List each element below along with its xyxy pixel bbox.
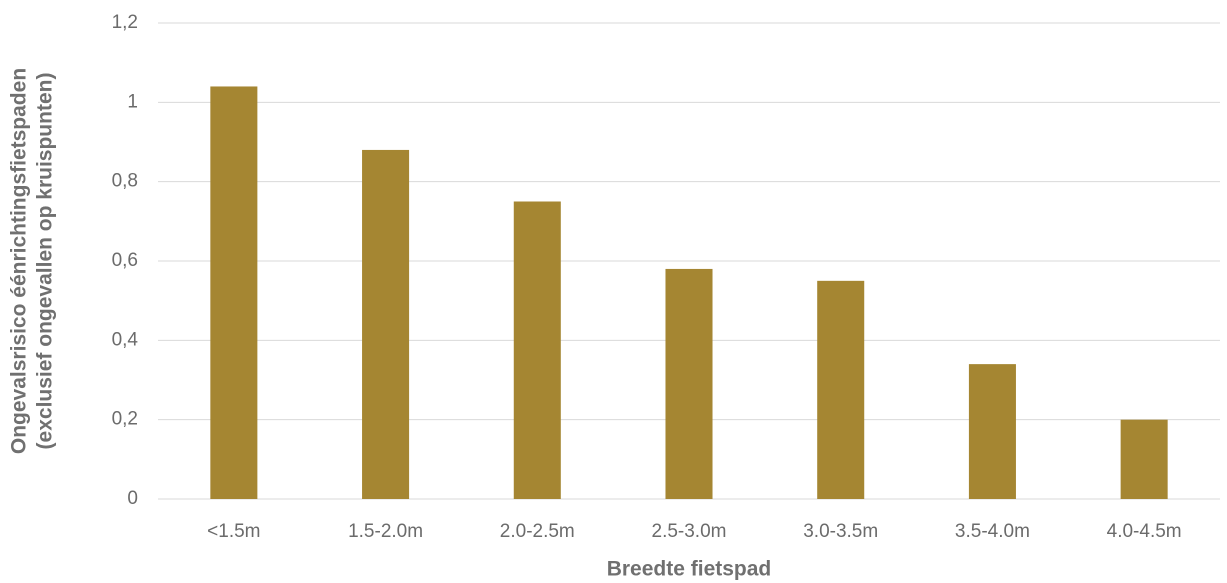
x-tick-label: 2.0-2.5m	[500, 521, 575, 542]
x-axis-title: Breedte fietspad	[607, 558, 772, 581]
y-tick-label: 1	[127, 91, 138, 112]
bar	[968, 364, 1016, 499]
x-tick-label: 4.0-4.5m	[1107, 521, 1182, 542]
bar	[665, 268, 713, 499]
bar	[362, 149, 410, 499]
y-tick-label: 0,4	[112, 329, 139, 350]
y-tick-label: 0	[127, 488, 138, 509]
y-tick-label: 0,6	[112, 250, 138, 271]
x-tick-label: 3.0-3.5m	[803, 521, 878, 542]
y-tick-label: 1,2	[112, 12, 138, 33]
bar	[1120, 419, 1168, 499]
y-tick-label: 0,2	[112, 409, 138, 430]
y-tick-label: 0,8	[112, 171, 138, 192]
x-tick-label: 3.5-4.0m	[955, 521, 1030, 542]
x-tick-label: <1.5m	[207, 521, 260, 542]
bar	[513, 201, 561, 499]
x-tick-label: 1.5-2.0m	[348, 521, 423, 542]
y-axis-title: Ongevalsrisico éénrichtingsfietspaden	[8, 68, 31, 454]
x-tick-label: 2.5-3.0m	[652, 521, 727, 542]
bar	[210, 86, 258, 499]
y-axis-title: (exclusief ongevallen op kruispunten)	[34, 73, 57, 450]
bar	[817, 280, 865, 499]
